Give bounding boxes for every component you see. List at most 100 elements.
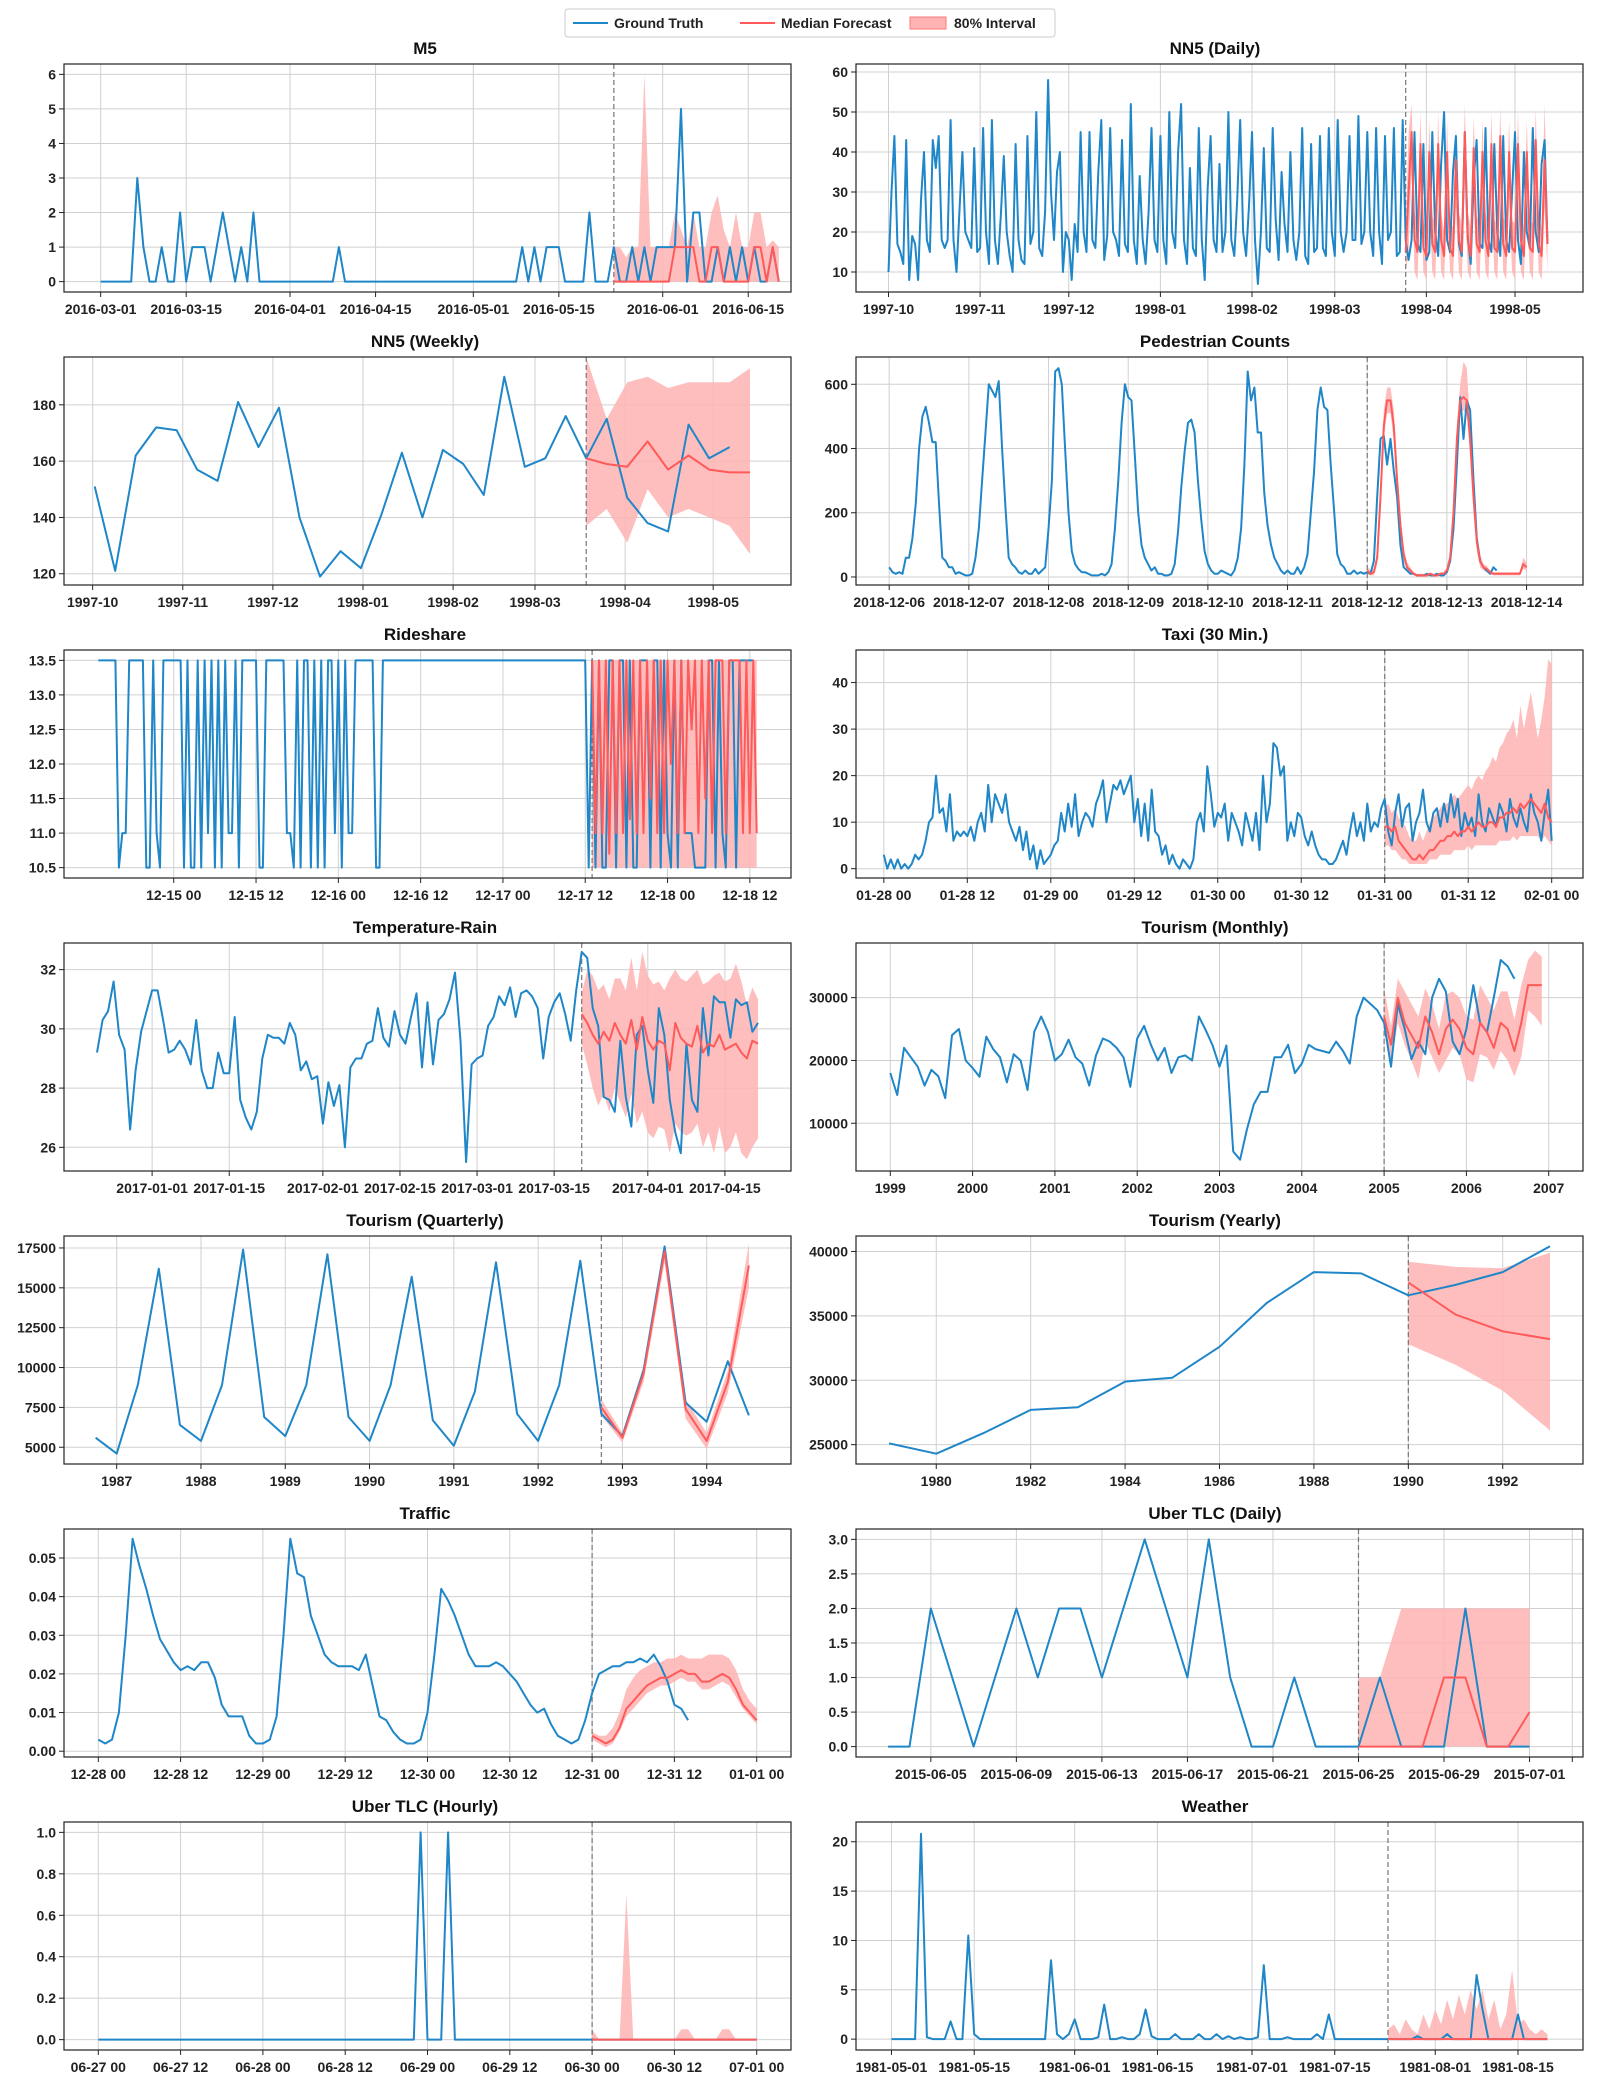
- x-tick-label: 12-17 00: [475, 887, 530, 903]
- plot-frame: [855, 1528, 1584, 1758]
- y-tick-label: 17500: [17, 1240, 56, 1256]
- y-tick-label: 10000: [17, 1360, 56, 1376]
- x-tick-label: 2000: [957, 1180, 988, 1196]
- x-tick-label: 01-01 00: [729, 1766, 784, 1782]
- y-tick-label: 2: [48, 205, 56, 221]
- ground-truth-line: [98, 659, 754, 869]
- plot-frame: [63, 63, 792, 293]
- panel-plot: 10 20 30 40 50 60 1997-10 1997-11 1997-12 1998-01…: [832, 63, 1584, 317]
- x-tick-label: 12-29 12: [318, 1766, 373, 1782]
- x-tick-label: 2015-07-01: [1494, 1766, 1566, 1782]
- x-tick-label: 06-27 00: [71, 2059, 126, 2075]
- x-tick-label: 2015-06-25: [1323, 1766, 1395, 1782]
- median-forecast-line: [591, 1669, 758, 1745]
- panel-plot: 0 5 10 15 20 1981-05-01 1981-05-15 1981-06-01 19…: [832, 1821, 1584, 2075]
- panel-pedestrian-counts: Pedestrian Counts 0 200 400 600 2018-12-06 20…: [825, 332, 1584, 610]
- y-tick-label: 2.0: [829, 1600, 849, 1616]
- y-tick-label: 5: [840, 1982, 848, 1998]
- x-tick-label: 2018-12-08: [1013, 594, 1085, 610]
- x-tick-label: 1997-10: [67, 594, 119, 610]
- plot-frame: [855, 356, 1584, 586]
- y-tick-label: 0: [840, 569, 848, 585]
- legend-interval-swatch: [909, 16, 947, 30]
- x-tick-label: 1998-03: [1309, 301, 1361, 317]
- x-tick-label: 1981-05-15: [938, 2059, 1010, 2075]
- x-tick-label: 2018-12-06: [853, 594, 925, 610]
- x-tick-label: 12-29 00: [235, 1766, 290, 1782]
- median-forecast-line: [1358, 1676, 1531, 1748]
- y-tick-label: 4: [48, 135, 56, 151]
- x-tick-label: 12-17 12: [558, 887, 613, 903]
- x-tick-label: 2018-12-11: [1252, 594, 1323, 610]
- y-tick-label: 120: [33, 566, 57, 582]
- x-tick-label: 06-30 00: [564, 2059, 619, 2075]
- ground-truth-line: [889, 959, 1516, 1161]
- x-tick-label: 12-18 12: [722, 887, 777, 903]
- x-tick-label: 01-28 00: [856, 887, 911, 903]
- x-tick-label: 01-29 00: [1023, 887, 1078, 903]
- ground-truth-line: [93, 375, 731, 578]
- y-tick-label: 12500: [17, 1320, 56, 1336]
- x-tick-label: 2018-12-13: [1411, 594, 1483, 610]
- y-tick-label: 50: [832, 104, 848, 120]
- median-forecast-line: [1366, 396, 1528, 577]
- x-tick-label: 1986: [1204, 1473, 1235, 1489]
- x-tick-label: 1998-01: [1135, 301, 1187, 317]
- panel-plot: 0 1 2 3 4 5 6 2016-03-01 2016-03-15 2016-04-01 201…: [48, 63, 792, 317]
- y-tick-label: 11.0: [30, 825, 57, 841]
- x-tick-label: 07-01 00: [729, 2059, 784, 2075]
- x-tick-label: 1981-07-15: [1299, 2059, 1371, 2075]
- x-tick-label: 2016-05-15: [523, 301, 595, 317]
- panel-title: Tourism (Yearly): [1149, 1211, 1281, 1230]
- legend: Ground Truth Median Forecast 80% Interva…: [564, 8, 1056, 38]
- x-tick-label: 12-28 00: [71, 1766, 126, 1782]
- x-tick-label: 1997-12: [1043, 301, 1095, 317]
- ground-truth-line: [100, 107, 780, 283]
- x-tick-label: 2002: [1122, 1180, 1153, 1196]
- y-tick-label: 30000: [809, 1372, 848, 1388]
- panel-title: Traffic: [399, 1504, 450, 1523]
- x-tick-label: 2018-12-10: [1172, 594, 1244, 610]
- x-tick-label: 12-31 12: [647, 1766, 702, 1782]
- x-tick-label: 2004: [1286, 1180, 1317, 1196]
- x-tick-label: 2001: [1039, 1180, 1070, 1196]
- y-tick-label: 15000: [17, 1280, 56, 1296]
- x-tick-label: 1992: [1487, 1473, 1518, 1489]
- panel-temperature-rain: Temperature-Rain 26 28 30 32 2017-01-01 2017-…: [40, 918, 792, 1196]
- x-tick-label: 1984: [1110, 1473, 1141, 1489]
- panel-plot: 10000 20000 30000 1999 2000 2001 2002 2003 2004 2…: [809, 942, 1584, 1196]
- y-tick-label: 20: [832, 1834, 848, 1850]
- x-tick-label: 06-28 12: [318, 2059, 373, 2075]
- legend-frame: [564, 8, 1056, 38]
- legend-interval-label: 80% Interval: [954, 15, 1036, 31]
- x-tick-label: 2005: [1369, 1180, 1400, 1196]
- x-tick-label: 2017-04-01: [612, 1180, 684, 1196]
- y-tick-label: 13.0: [29, 687, 56, 703]
- x-tick-label: 2003: [1204, 1180, 1235, 1196]
- y-tick-label: 0: [48, 274, 56, 290]
- plot-frame: [63, 942, 792, 1172]
- panel-title: Rideshare: [384, 625, 466, 644]
- median-forecast-line: [1383, 984, 1542, 1056]
- x-tick-label: 01-30 00: [1190, 887, 1245, 903]
- x-tick-label: 1981-07-01: [1216, 2059, 1288, 2075]
- median-forecast-line: [580, 1013, 759, 1072]
- x-tick-label: 1998-01: [337, 594, 389, 610]
- x-tick-label: 01-28 12: [940, 887, 995, 903]
- x-tick-label: 1999: [875, 1180, 906, 1196]
- x-tick-label: 1981-08-15: [1482, 2059, 1554, 2075]
- plot-area: [94, 1236, 750, 1464]
- x-tick-label: 1998-03: [509, 594, 561, 610]
- y-tick-label: 6: [48, 66, 56, 82]
- y-tick-label: 12.0: [29, 756, 56, 772]
- x-tick-label: 2015-06-29: [1408, 1766, 1480, 1782]
- panel-title: Tourism (Monthly): [1142, 918, 1289, 937]
- x-tick-label: 06-30 12: [647, 2059, 702, 2075]
- x-tick-label: 2015-06-17: [1152, 1766, 1224, 1782]
- x-tick-label: 1980: [921, 1473, 952, 1489]
- median-forecast-line: [591, 659, 758, 855]
- x-tick-label: 06-29 00: [400, 2059, 455, 2075]
- y-tick-label: 140: [33, 509, 57, 525]
- plot-frame: [63, 1235, 792, 1465]
- plot-frame: [63, 649, 792, 879]
